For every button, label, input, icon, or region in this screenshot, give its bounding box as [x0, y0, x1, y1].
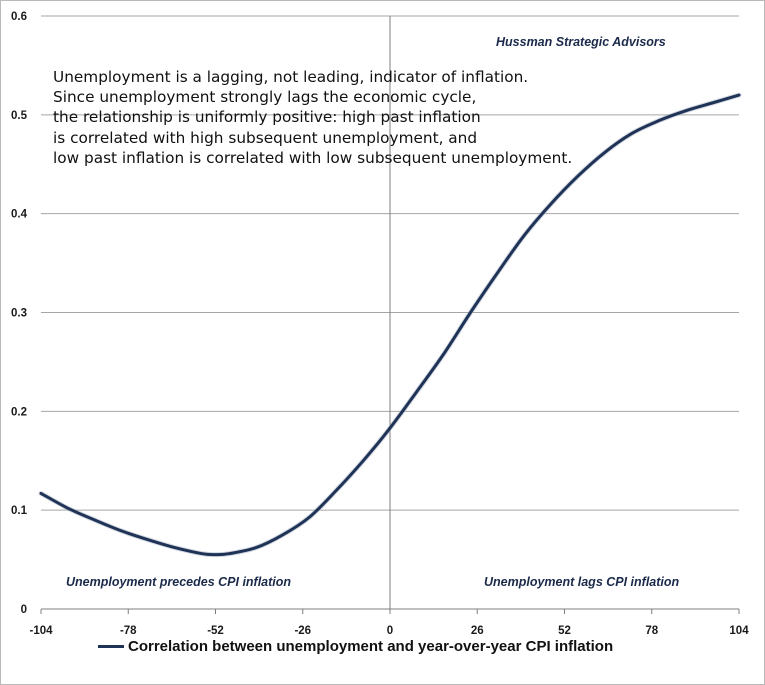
- right-region-note: Unemployment lags CPI inflation: [484, 575, 680, 589]
- x-tick-label: 0: [387, 625, 393, 637]
- y-tick-label: 0.6: [11, 11, 27, 23]
- x-axis-tick-labels: -104 -78 -52 -26 0 26 52 78 104: [29, 625, 749, 637]
- legend: Correlation between unemployment and yea…: [98, 638, 613, 655]
- x-tick-label: 52: [558, 625, 571, 637]
- legend-line-swatch: [98, 645, 124, 648]
- x-tick-label: -104: [29, 625, 53, 637]
- legend-label: Correlation between unemployment and yea…: [128, 638, 614, 655]
- y-tick-label: 0: [21, 604, 27, 616]
- x-tick-label: 104: [729, 625, 749, 637]
- x-tick-label: 26: [471, 625, 484, 637]
- y-axis-tick-labels: 0 0.1 0.2 0.3 0.4 0.5 0.6: [11, 11, 28, 616]
- x-tick-label: -78: [120, 625, 137, 637]
- chart-annotation: Unemployment is a lagging, not leading, …: [53, 67, 613, 168]
- axes: [40, 16, 740, 614]
- gridlines: [41, 15, 739, 511]
- annotation-line: the relationship is uniformly positive: …: [53, 108, 481, 127]
- x-tick-label: 78: [645, 625, 658, 637]
- annotation-line: Since unemployment strongly lags the eco…: [53, 88, 477, 107]
- y-tick-label: 0.2: [11, 406, 27, 418]
- series-lines: [38, 92, 742, 558]
- y-tick-label: 0.1: [11, 505, 28, 517]
- y-tick-label: 0.5: [11, 110, 28, 122]
- source-label: Hussman Strategic Advisors: [496, 35, 666, 49]
- series-line: [39, 93, 741, 557]
- annotation-line: Unemployment is a lagging, not leading, …: [53, 68, 529, 86]
- x-tick-label: -52: [207, 625, 224, 637]
- y-tick-label: 0.4: [11, 209, 28, 221]
- y-tick-label: 0.3: [11, 308, 27, 320]
- annotation-line: is correlated with high subsequent unemp…: [53, 128, 478, 147]
- annotation-line: low past inflation is correlated with lo…: [53, 148, 573, 167]
- x-tick-label: -26: [294, 625, 311, 637]
- left-region-note: Unemployment precedes CPI inflation: [66, 575, 292, 589]
